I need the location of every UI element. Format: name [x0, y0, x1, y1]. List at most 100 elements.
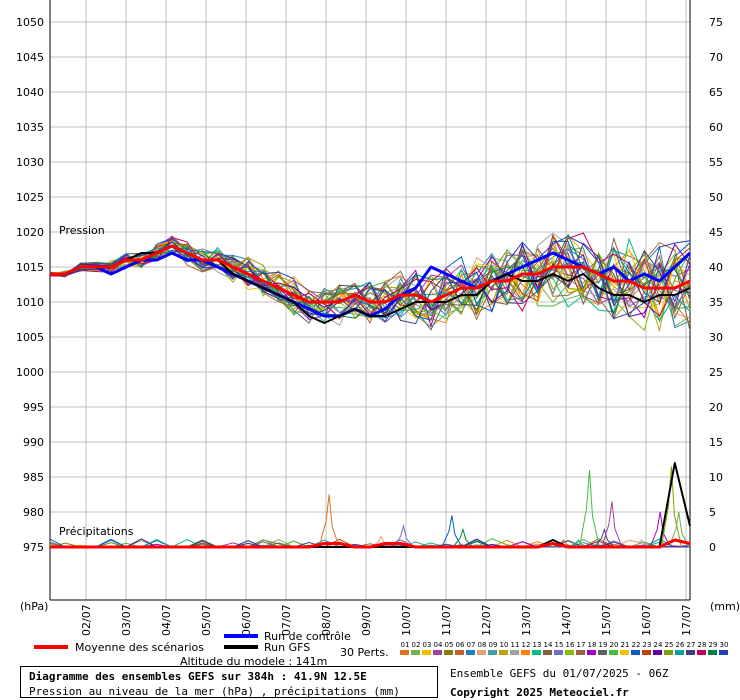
pert-number: 21: [620, 641, 630, 649]
precip-peak-line: [568, 539, 589, 548]
pert-color-swatch: [697, 650, 706, 655]
precip-peak-line: [393, 524, 414, 548]
pert-number: 05: [444, 641, 454, 649]
left-tick-label: 985: [23, 471, 44, 484]
precip-peak-line: [452, 527, 474, 548]
right-tick-label: 20: [709, 401, 723, 414]
right-tick-label: 50: [709, 191, 723, 204]
legend-mean-label: Moyenne des scénarios: [75, 641, 204, 654]
left-tick-label: 1020: [16, 226, 44, 239]
x-tick-label: 09/07: [360, 604, 373, 636]
left-tick-label: 1000: [16, 366, 44, 379]
pert-pressure-line: [49, 233, 691, 319]
pert-number: 02: [411, 641, 421, 649]
pert-color-swatch: [719, 650, 728, 655]
pert-color-swatch: [499, 650, 508, 655]
pert-color-swatch: [466, 650, 475, 655]
left-tick-label: 995: [23, 401, 44, 414]
x-tick-label: 14/07: [560, 604, 573, 636]
gfs-precip-line: [50, 462, 691, 548]
right-tick-label: 10: [709, 471, 723, 484]
right-tick-label: 45: [709, 226, 723, 239]
pert-pressure-line: [49, 240, 691, 324]
left-tick-label: 1050: [16, 16, 44, 29]
pert-color-swatch: [488, 650, 497, 655]
pert-color-swatch: [400, 650, 409, 655]
left-tick-label: 1030: [16, 156, 44, 169]
perturbation-series: [49, 232, 691, 548]
pert-color-swatch: [411, 650, 420, 655]
pert-number: 23: [642, 641, 652, 649]
pert-color-swatch: [455, 650, 464, 655]
x-tick-label: 07/07: [280, 604, 293, 636]
left-tick-label: 1010: [16, 296, 44, 309]
pert-number: 07: [466, 641, 476, 649]
pert-color-swatch: [532, 650, 541, 655]
right-tick-label: 70: [709, 51, 723, 64]
pert-color-swatch: [609, 650, 618, 655]
pert-color-swatch: [587, 650, 596, 655]
precip-peak-line: [318, 494, 340, 548]
pert-number: 08: [477, 641, 487, 649]
pert-color-swatch: [686, 650, 695, 655]
precip-peak-line: [601, 501, 623, 548]
pert-number: 18: [587, 641, 597, 649]
x-tick-label: 16/07: [640, 604, 653, 636]
pert-number: 01: [400, 641, 410, 649]
left-tick-label: 1005: [16, 331, 44, 344]
pert-color-swatch: [433, 650, 442, 655]
pert-color-swatch: [510, 650, 519, 655]
x-tick-label: 10/07: [400, 604, 413, 636]
pert-number: 25: [664, 641, 674, 649]
x-tick-label: 13/07: [520, 604, 533, 636]
x-tick-label: 06/07: [240, 604, 253, 636]
right-tick-label: 60: [709, 121, 723, 134]
right-tick-label: 25: [709, 366, 723, 379]
pert-color-swatch: [565, 650, 574, 655]
right-tick-label: 0: [709, 541, 716, 554]
right-tick-label: 35: [709, 296, 723, 309]
pert-color-swatch: [708, 650, 717, 655]
pert-number: 10: [499, 641, 509, 649]
pert-number: 15: [554, 641, 564, 649]
pert-number: 30: [719, 641, 729, 649]
pert-color-swatch: [422, 650, 431, 655]
right-axis-unit: (mm): [710, 600, 740, 613]
legend-gfs-label: Run GFS: [264, 641, 311, 654]
precip-peak-line: [579, 469, 600, 548]
pert-number: 27: [686, 641, 696, 649]
pert-number: 03: [422, 641, 432, 649]
legend-line-swatches: [34, 634, 258, 649]
pert-number: 06: [455, 641, 465, 649]
x-tick-label: 12/07: [480, 604, 493, 636]
x-tick-label: 04/07: [160, 604, 173, 636]
precip-section-label: Précipitations: [59, 525, 134, 538]
x-tick-label: 15/07: [600, 604, 613, 636]
x-tick-label: 02/07: [80, 604, 93, 636]
pert-color-swatch: [554, 650, 563, 655]
left-tick-label: 1015: [16, 261, 44, 274]
pert-number: 28: [697, 641, 707, 649]
precip-peak-line: [649, 511, 671, 548]
pert-color-swatch: [543, 650, 552, 655]
pert-number: 24: [653, 641, 663, 649]
precip-peak-line: [594, 527, 615, 548]
pert-number: 12: [521, 641, 531, 649]
pert-color-swatch: [675, 650, 684, 655]
mean-pressure-line: [50, 244, 691, 304]
right-tick-label: 75: [709, 16, 723, 29]
right-tick-label: 65: [709, 86, 723, 99]
pert-number: 14: [543, 641, 553, 649]
chart-subtitle: Pression au niveau de la mer (hPa) , pré…: [29, 685, 400, 698]
right-tick-label: 5: [709, 506, 716, 519]
legend-perts-label: 30 Perts.: [340, 646, 389, 659]
left-tick-label: 1040: [16, 86, 44, 99]
pert-color-swatch: [444, 650, 453, 655]
pert-number: 29: [708, 641, 718, 649]
right-tick-label: 30: [709, 331, 723, 344]
pert-number: 04: [433, 641, 443, 649]
pert-color-swatch: [664, 650, 673, 655]
left-tick-label: 990: [23, 436, 44, 449]
